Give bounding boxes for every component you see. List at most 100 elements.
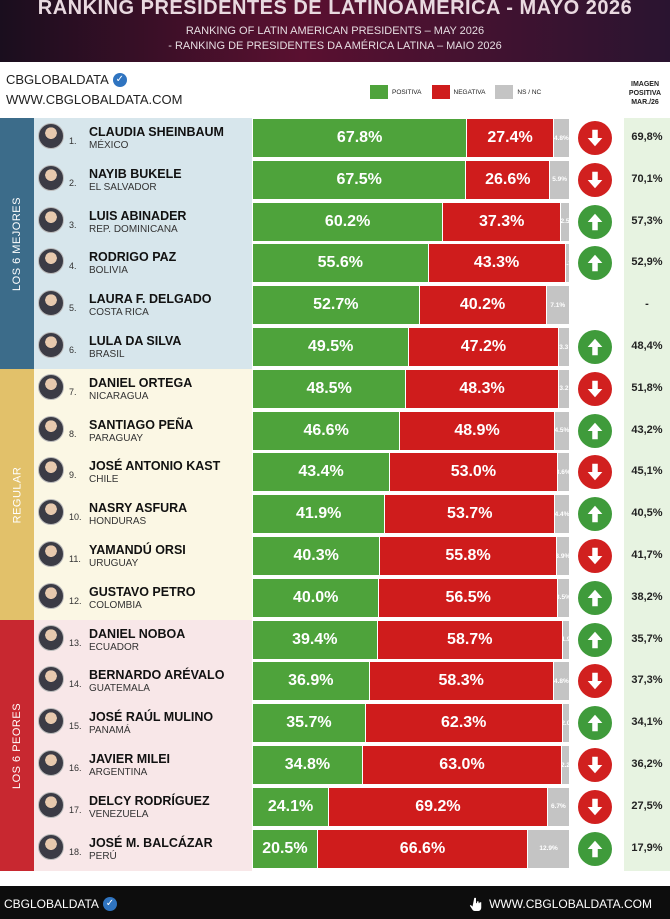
arrow-up-icon bbox=[578, 706, 612, 741]
country-name: CHILE bbox=[89, 474, 119, 486]
bar-positive: 49.5% bbox=[253, 328, 409, 366]
bar-negative: 63.0% bbox=[362, 746, 562, 784]
rank-number: 13. bbox=[69, 637, 82, 648]
bar-positive: 24.1% bbox=[253, 787, 329, 826]
stacked-bar: 24.1% 69.2% 6.7% bbox=[253, 787, 569, 826]
bar-nsnc: 1.1 bbox=[565, 244, 569, 283]
rank-number: 9. bbox=[69, 470, 77, 481]
president-name: DANIEL ORTEGA bbox=[89, 375, 193, 390]
country-name: BOLIVIA bbox=[89, 265, 128, 277]
bar-positive: 55.6% bbox=[253, 244, 428, 283]
bar-negative: 40.2% bbox=[419, 286, 546, 325]
rank-number: 17. bbox=[69, 804, 82, 815]
section-bg-best bbox=[34, 118, 252, 369]
bar-positive: 39.4% bbox=[253, 620, 377, 659]
bar-positive: 48.5% bbox=[253, 369, 406, 408]
president-name: JOSÉ ANTONIO KAST bbox=[89, 459, 221, 474]
legend-positive-swatch bbox=[370, 85, 388, 99]
stacked-bar: 52.7% 40.2% 7.1% bbox=[253, 286, 569, 325]
legend-positive: POSITIVA bbox=[370, 85, 422, 99]
legend-nsnc-swatch bbox=[495, 85, 514, 99]
arrow-up-icon bbox=[578, 413, 612, 448]
image-positive-value: 38,2% bbox=[631, 590, 663, 603]
bar-nsnc: 2.0 bbox=[562, 704, 569, 743]
stacked-bar: 46.6% 48.9% 4.5% bbox=[253, 411, 569, 450]
president-name: JAVIER MILEI bbox=[89, 752, 171, 766]
subtitle-english: RANKING OF LATIN AMERICAN PRESIDENTS – M… bbox=[185, 25, 485, 37]
country-name: ECUADOR bbox=[89, 641, 140, 653]
stacked-bar: 40.3%55.8%3.9% bbox=[253, 537, 569, 575]
bar-negative: 48.3% bbox=[406, 369, 558, 408]
bar-nsnc: 5.9% bbox=[550, 160, 569, 199]
footer-url[interactable]: WWW.CBGLOBALDATA.COM bbox=[489, 897, 652, 911]
stacked-bar: 35.7% 62.3% 2.0 bbox=[253, 704, 569, 743]
president-name: DANIEL NOBOA bbox=[89, 626, 186, 641]
stacked-bar: 20.5% 66.6% 12.9% bbox=[253, 829, 569, 868]
president-name: CLAUDIA SHEINBAUM bbox=[89, 125, 224, 139]
country-name: REP. DOMINICANA bbox=[89, 223, 178, 235]
rank-number: 5. bbox=[69, 303, 77, 314]
president-avatar bbox=[38, 541, 64, 567]
president-avatar bbox=[38, 666, 64, 693]
legend: POSITIVA NEGATIVA NS / NC bbox=[370, 85, 551, 99]
president-name: LULA DA SILVA bbox=[89, 334, 182, 348]
president-avatar bbox=[38, 248, 64, 275]
country-name: COSTA RICA bbox=[89, 307, 149, 319]
president-name: BERNARDO ARÉVALO bbox=[89, 668, 225, 683]
bar-negative: 53.0% bbox=[390, 453, 557, 492]
country-name: GUATEMALA bbox=[89, 683, 150, 695]
bar-nsnc: 6.7% bbox=[547, 787, 569, 826]
stacked-bar: 43.4%53.0%3.6% bbox=[253, 453, 569, 492]
image-positive-value: 45,1% bbox=[631, 465, 663, 478]
bar-negative: 58.7% bbox=[377, 620, 562, 659]
brand-url[interactable]: WWW.CBGLOBALDATA.COM bbox=[6, 92, 183, 107]
president-name: RODRIGO PAZ bbox=[89, 250, 177, 265]
bar-positive: 46.6% bbox=[253, 411, 400, 450]
table-row: 18. JOSÉ M. BALCÁZAR PERÚ 20.5% 66.6% 12.9% 17… bbox=[34, 829, 670, 872]
bar-nsnc: 2.5 bbox=[561, 202, 569, 241]
stacked-bar: 36.9% 58.3% 4.8% bbox=[253, 662, 569, 701]
image-positive-value: 40,5% bbox=[631, 507, 663, 520]
image-positive-value: - bbox=[645, 298, 649, 311]
section-label-regular: REGULAR bbox=[11, 466, 23, 523]
president-name: JOSÉ RAÚL MULINO bbox=[89, 710, 214, 725]
table-row: 15. JOSÉ RAÚL MULINO PANAMÁ 35.7% 62.3% 2.0 34… bbox=[34, 704, 670, 746]
bar-negative: 66.6% bbox=[317, 829, 528, 868]
legend-nsnc-label: NS / NC bbox=[517, 88, 542, 96]
country-name: COLOMBIA bbox=[89, 599, 142, 611]
arrow-down-icon bbox=[578, 748, 612, 782]
bar-positive: 67.8% bbox=[253, 119, 467, 157]
rank-number: 1. bbox=[69, 136, 77, 146]
bar-nsnc: 1.9 bbox=[562, 620, 569, 659]
rank-number: 2. bbox=[69, 177, 77, 188]
image-positive-value: 34,1% bbox=[631, 716, 663, 729]
bar-nsnc: 12.9% bbox=[528, 829, 569, 868]
arrow-up-icon bbox=[578, 831, 612, 866]
president-name: JOSÉ M. BALCÁZAR bbox=[89, 835, 213, 850]
footer-link[interactable]: WWW.CBGLOBALDATA.COM bbox=[469, 897, 652, 911]
arrow-up-icon bbox=[578, 330, 612, 364]
country-name: HONDURAS bbox=[89, 516, 147, 528]
country-name: VENEZUELA bbox=[89, 808, 149, 820]
section-bg-worst bbox=[34, 620, 252, 871]
legend-nsnc: NS / NC bbox=[495, 85, 541, 99]
bar-nsnc: 3.6% bbox=[557, 453, 569, 492]
president-avatar bbox=[38, 624, 64, 651]
president-avatar bbox=[38, 415, 64, 442]
pointer-hand-icon bbox=[469, 897, 482, 911]
section-label-worst: LOS 6 PEORES bbox=[11, 702, 23, 789]
table-row: 8. SANTIAGO PEÑA PARAGUAY 46.6% 48.9% 4.5% 43,… bbox=[34, 411, 670, 454]
table-row: 16. JAVIER MILEI ARGENTINA 34.8% 63.0% 2.2 36,… bbox=[34, 746, 670, 788]
arrow-down-icon bbox=[578, 455, 612, 490]
table-row: 5. LAURA F. DELGADO COSTA RICA 52.7% 40.2% 7.… bbox=[34, 286, 670, 328]
bar-positive: 40.3% bbox=[253, 537, 380, 575]
arrow-up-icon bbox=[578, 622, 612, 657]
country-name: BRASIL bbox=[89, 349, 125, 360]
arrow-down-icon bbox=[578, 789, 612, 824]
president-avatar bbox=[38, 791, 64, 818]
president-avatar bbox=[38, 457, 64, 484]
image-positive-value: 51,8% bbox=[631, 381, 663, 394]
bar-negative: 56.5% bbox=[379, 578, 557, 617]
